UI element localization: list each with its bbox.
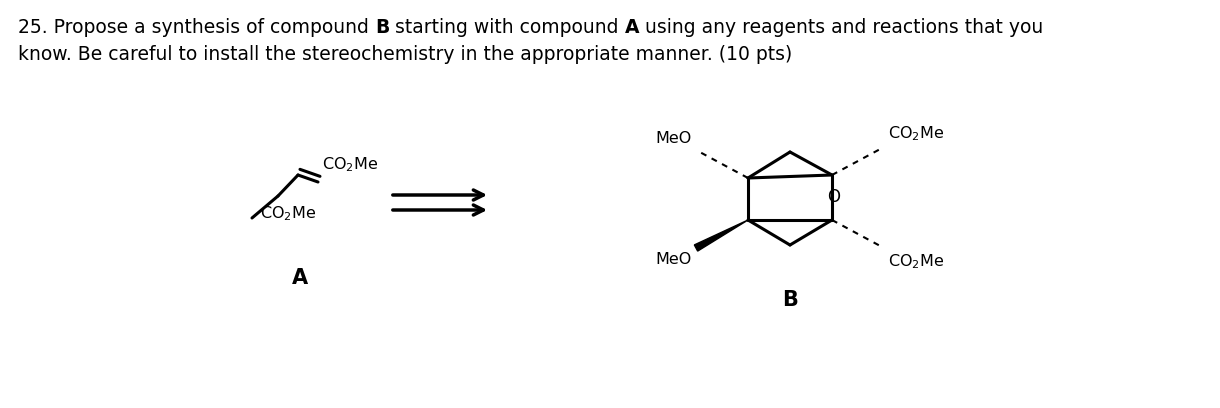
Text: 25. Propose a synthesis of compound: 25. Propose a synthesis of compound [18,18,375,37]
Text: using any reagents and reactions that you: using any reagents and reactions that yo… [639,18,1043,37]
Text: CO$_2$Me: CO$_2$Me [888,252,944,271]
Text: know. Be careful to install the stereochemistry in the appropriate manner. (10 p: know. Be careful to install the stereoch… [18,45,792,64]
Text: CO$_2$Me: CO$_2$Me [888,124,944,143]
Text: MeO: MeO [656,252,692,267]
Text: MeO: MeO [656,131,692,146]
Text: CO$_2$Me: CO$_2$Me [322,155,378,174]
Text: starting with compound: starting with compound [389,18,625,37]
Text: B: B [375,18,389,37]
Text: O: O [827,188,841,206]
Text: A: A [292,268,309,288]
Text: A: A [625,18,639,37]
Polygon shape [694,220,748,251]
Text: B: B [782,290,798,310]
Text: CO$_2$Me: CO$_2$Me [260,204,316,223]
